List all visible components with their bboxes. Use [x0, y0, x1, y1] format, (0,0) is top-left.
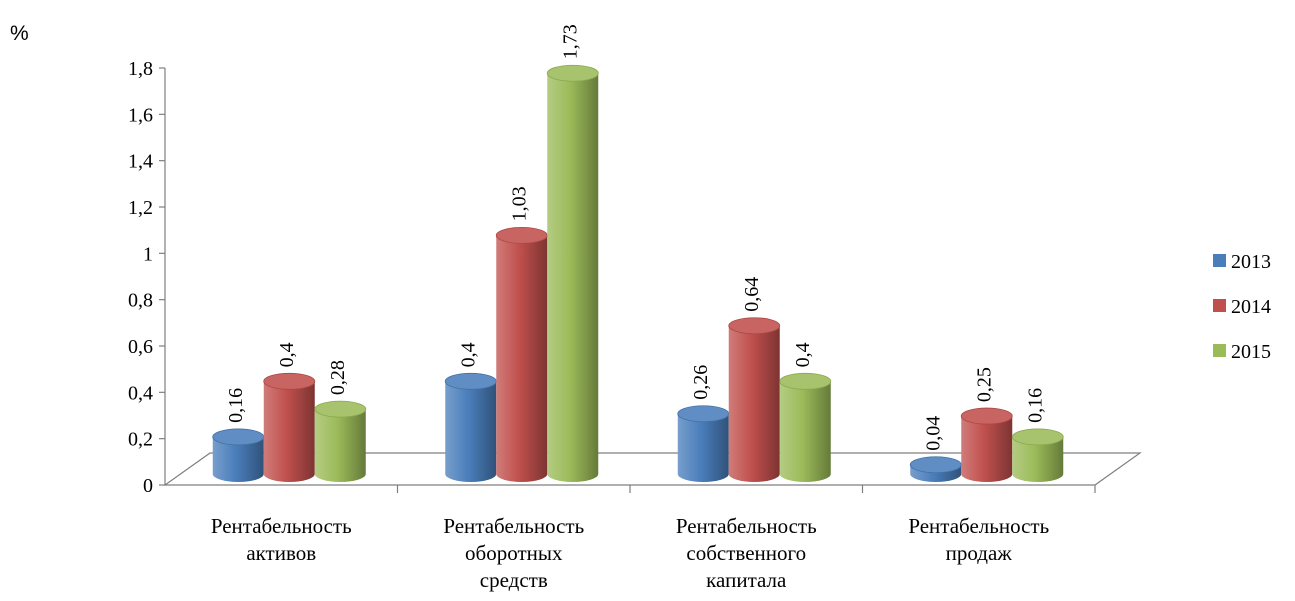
y-tick-label: 1,4 [128, 151, 153, 173]
bar-body [677, 413, 729, 482]
y-tick-label: 1,8 [128, 58, 153, 80]
data-label: 0,64 [741, 277, 763, 312]
bar-2013-1 [444, 372, 497, 482]
legend-swatch [1213, 344, 1226, 357]
bar-body [728, 325, 780, 482]
floor-plane [163, 452, 1142, 486]
data-label: 0,16 [1025, 388, 1047, 423]
data-label: 1,73 [560, 24, 582, 59]
unit-label: % [10, 22, 29, 45]
bar-2013-3 [909, 456, 962, 482]
y-tick-label: 0,4 [128, 382, 153, 404]
bar-top [779, 372, 832, 390]
bar-2013-0 [212, 428, 265, 482]
legend-item-2013: 2013 [1213, 251, 1271, 273]
bar-body [212, 436, 264, 482]
category-label: Рентабельность продаж [908, 514, 1049, 565]
data-label: 1,03 [509, 186, 531, 221]
data-label: 0,04 [923, 416, 945, 451]
bar-top [263, 372, 316, 390]
bar-top [546, 64, 599, 82]
y-tick-label: 0,6 [128, 336, 153, 358]
legend-label: 2014 [1231, 296, 1271, 318]
bar-2014-2 [728, 317, 781, 482]
data-labels: 0,16 0,4 0,28 0,4 1,03 1,73 0,26 0,64 0,4 0,04 0,2… [225, 24, 1047, 451]
legend-swatch [1213, 299, 1226, 312]
data-label: 0,4 [792, 342, 814, 367]
bar-body [445, 381, 497, 482]
category-label: Рентабельность активов [211, 514, 352, 565]
bars [212, 64, 1064, 482]
bar-2014-3 [960, 407, 1013, 482]
bar-top [495, 226, 548, 244]
bar-2015-3 [1011, 428, 1064, 482]
chart-floor [163, 452, 1142, 486]
bar-top [444, 372, 497, 390]
y-tick-label: 0,8 [128, 290, 153, 312]
y-tick-label: 1,2 [128, 197, 153, 219]
bar-top [212, 428, 265, 446]
bar-top [314, 400, 367, 418]
bar-top [909, 456, 962, 474]
legend-label: 2013 [1231, 251, 1271, 273]
data-label: 0,4 [458, 342, 480, 367]
bar-2014-1 [495, 226, 548, 482]
bar-top [728, 317, 781, 335]
bar-2015-0 [314, 400, 367, 482]
legend-label: 2015 [1231, 341, 1271, 363]
bar-top [960, 407, 1013, 425]
bar-body [547, 73, 599, 482]
data-label: 0,16 [225, 388, 247, 423]
bar-body [314, 409, 366, 482]
data-label: 0,25 [974, 367, 996, 402]
bar-2013-2 [677, 405, 730, 482]
bar-body [496, 235, 548, 482]
bar-top [1011, 428, 1064, 446]
bar-body [961, 416, 1013, 482]
data-label: 0,26 [690, 365, 712, 400]
y-tick-label: 1 [143, 243, 153, 265]
legend: 2013 2014 2015 [1213, 251, 1271, 363]
bar-body [1012, 436, 1064, 482]
bar-2015-1 [546, 64, 599, 482]
legend-item-2015: 2015 [1213, 341, 1271, 363]
bar-2015-2 [779, 372, 832, 482]
y-tick-label: 0 [143, 475, 153, 497]
bar-top [677, 405, 730, 423]
x-axis-labels: Рентабельность активов Рентабельность оборо… [211, 485, 1096, 592]
data-label: 0,28 [327, 360, 349, 395]
category-label: Рентабельность оборотных средств [443, 514, 584, 592]
bar-2014-0 [263, 372, 316, 482]
y-tick-label: 0,2 [128, 429, 153, 451]
legend-swatch [1213, 254, 1226, 267]
data-label: 0,4 [276, 342, 298, 367]
bar-body [263, 381, 315, 482]
y-axis: 0 0,2 0,4 0,6 0,8 1 1,2 1,4 1,6 1,8 [128, 58, 166, 497]
y-tick-label: 1,6 [128, 104, 153, 126]
legend-item-2014: 2014 [1213, 296, 1271, 318]
category-label: Рентабельность собственного капитала [676, 514, 817, 592]
bar-body [779, 381, 831, 482]
